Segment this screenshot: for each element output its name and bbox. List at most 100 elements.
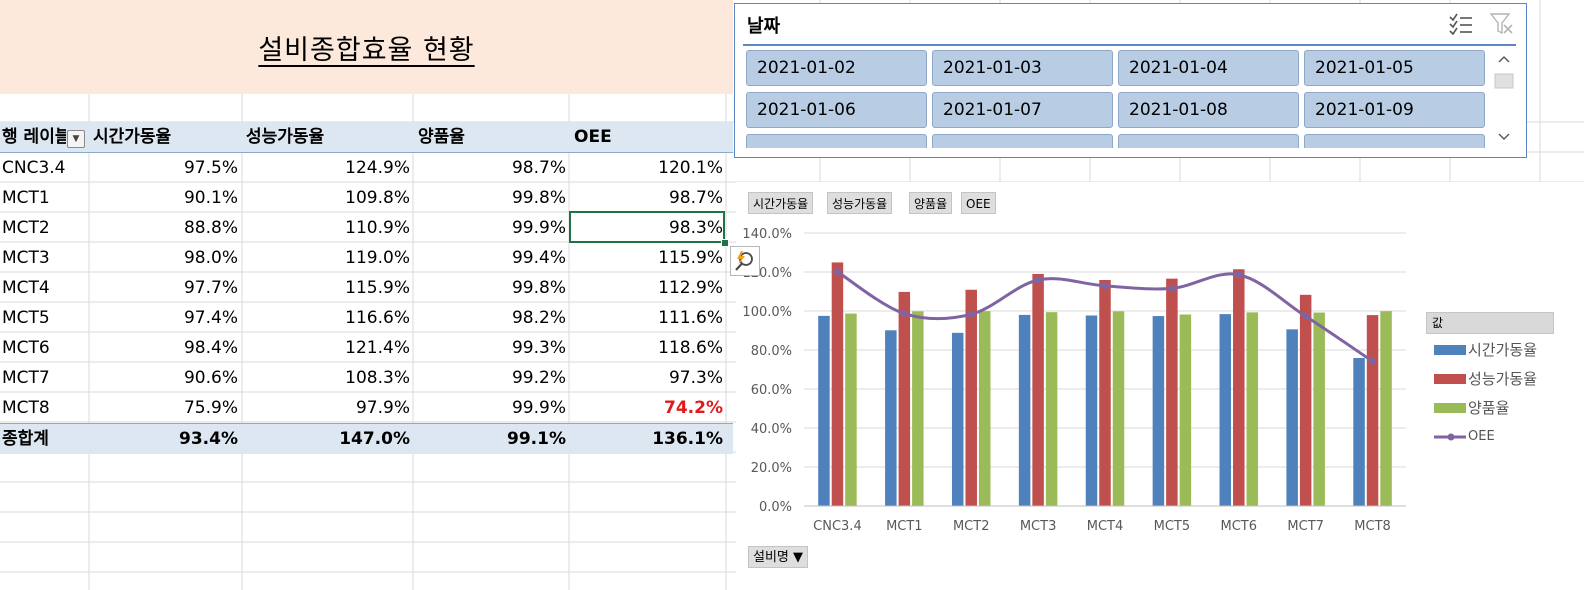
value-field-button[interactable]: 시간가동율 — [748, 192, 814, 214]
multi-select-icon[interactable] — [1449, 12, 1473, 36]
bar-1-MCT6[interactable] — [1219, 314, 1232, 506]
total-value[interactable]: 99.1% — [507, 429, 566, 449]
total-value[interactable]: 136.1% — [652, 429, 723, 449]
value-cell[interactable]: 99.9% — [511, 218, 566, 238]
pivot-header-row-labels[interactable]: 행 레이블 — [2, 127, 66, 147]
value-cell[interactable]: 109.8% — [345, 188, 410, 208]
bar-2-MCT6[interactable] — [1233, 269, 1245, 506]
fill-handle[interactable] — [721, 239, 729, 247]
slicer-item[interactable] — [1304, 134, 1485, 148]
bar-2-MCT1[interactable] — [898, 291, 911, 506]
bar-3-MCT1[interactable] — [912, 311, 924, 506]
value-cell[interactable]: 99.8% — [511, 188, 566, 208]
value-cell[interactable]: 98.4% — [183, 338, 238, 358]
legend-title[interactable]: 값 — [1426, 312, 1554, 334]
value-cell[interactable]: 118.6% — [658, 338, 723, 358]
bar-2-MCT8[interactable] — [1366, 315, 1379, 506]
value-cell[interactable]: 124.9% — [345, 158, 410, 178]
oee-point-MCT5[interactable] — [1168, 284, 1176, 292]
value-cell[interactable]: 97.5% — [183, 158, 238, 178]
row-label[interactable]: MCT7 — [2, 368, 50, 388]
slicer-item[interactable]: 2021-01-02 — [746, 50, 927, 86]
oee-point-MCT1[interactable] — [900, 310, 908, 318]
value-cell[interactable]: 110.9% — [345, 218, 410, 238]
bar-3-MCT3[interactable] — [1045, 312, 1058, 506]
row-filter-dropdown-icon[interactable]: ▼ — [67, 130, 85, 148]
pivot-header-col[interactable]: 성능가동율 — [246, 127, 325, 147]
value-cell[interactable]: 97.4% — [183, 308, 238, 328]
total-value[interactable]: 93.4% — [179, 429, 238, 449]
pivot-header-col[interactable]: OEE — [574, 127, 612, 147]
row-label[interactable]: MCT4 — [2, 278, 50, 298]
value-field-button[interactable]: 양품율 — [909, 192, 953, 214]
value-cell[interactable]: 98.7% — [668, 188, 723, 208]
value-field-button[interactable]: OEE — [961, 192, 996, 214]
bar-2-MCT3[interactable] — [1032, 273, 1044, 506]
value-cell[interactable]: 98.7% — [511, 158, 566, 178]
clear-filter-icon[interactable] — [1489, 12, 1513, 36]
bar-2-CNC3.4[interactable] — [831, 262, 844, 506]
slicer-item[interactable]: 2021-01-07 — [932, 92, 1113, 128]
value-cell[interactable]: 99.2% — [511, 368, 566, 388]
slicer-item[interactable]: 2021-01-08 — [1118, 92, 1299, 128]
bar-2-MCT7[interactable] — [1299, 294, 1312, 506]
bar-1-MCT7[interactable] — [1286, 329, 1298, 506]
bar-1-CNC3.4[interactable] — [818, 315, 830, 506]
row-label[interactable]: MCT6 — [2, 338, 50, 358]
axis-field-button[interactable]: 설비명 ▼ — [748, 546, 809, 568]
value-cell[interactable]: 99.8% — [511, 278, 566, 298]
total-value[interactable]: 147.0% — [339, 429, 410, 449]
row-label[interactable]: MCT1 — [2, 188, 50, 208]
bar-3-MCT6[interactable] — [1246, 312, 1259, 506]
bar-2-MCT5[interactable] — [1166, 278, 1178, 506]
row-label[interactable]: MCT8 — [2, 398, 50, 418]
value-field-button[interactable]: 성능가동율 — [827, 192, 893, 214]
value-cell[interactable]: 99.3% — [511, 338, 566, 358]
value-cell[interactable]: 98.0% — [183, 248, 238, 268]
bar-3-MCT4[interactable] — [1112, 311, 1125, 506]
pivot-header-col[interactable]: 시간가동율 — [93, 127, 172, 147]
oee-point-MCT4[interactable] — [1101, 282, 1109, 290]
oee-point-MCT2[interactable] — [967, 310, 975, 318]
bar-1-MCT3[interactable] — [1018, 314, 1031, 506]
bar-2-MCT4[interactable] — [1099, 279, 1111, 506]
bar-1-MCT2[interactable] — [951, 332, 964, 506]
slicer-item[interactable]: 2021-01-05 — [1304, 50, 1485, 86]
bar-3-MCT7[interactable] — [1313, 312, 1325, 506]
slicer-item[interactable] — [1118, 134, 1299, 148]
bar-2-MCT2[interactable] — [965, 289, 977, 506]
oee-point-MCT8[interactable] — [1369, 357, 1377, 365]
bar-1-MCT4[interactable] — [1085, 315, 1098, 506]
bar-1-MCT1[interactable] — [885, 330, 897, 506]
value-cell[interactable]: 99.4% — [511, 248, 566, 268]
row-label[interactable]: MCT5 — [2, 308, 50, 328]
slicer-scrollbar[interactable] — [1493, 50, 1515, 148]
value-cell[interactable]: 97.3% — [668, 368, 723, 388]
value-cell[interactable]: 108.3% — [345, 368, 410, 388]
value-cell[interactable]: 119.0% — [345, 248, 410, 268]
value-cell[interactable]: 97.9% — [355, 398, 410, 418]
bar-3-CNC3.4[interactable] — [845, 313, 857, 506]
value-cell[interactable]: 75.9% — [183, 398, 238, 418]
pivot-header-col[interactable]: 양품율 — [418, 127, 465, 147]
oee-point-MCT7[interactable] — [1302, 312, 1310, 320]
value-cell[interactable]: 88.8% — [183, 218, 238, 238]
value-cell[interactable]: 121.4% — [345, 338, 410, 358]
value-cell[interactable]: 98.2% — [511, 308, 566, 328]
row-label[interactable]: MCT2 — [2, 218, 50, 238]
quick-analysis-icon[interactable] — [730, 246, 760, 276]
bar-3-MCT8[interactable] — [1380, 311, 1392, 506]
slicer-item[interactable] — [746, 134, 927, 148]
value-cell[interactable]: 111.6% — [658, 308, 723, 328]
oee-point-CNC3.4[interactable] — [833, 268, 841, 276]
value-cell[interactable]: 120.1% — [658, 158, 723, 178]
oee-point-MCT3[interactable] — [1034, 276, 1042, 284]
value-cell[interactable]: 97.7% — [183, 278, 238, 298]
value-cell[interactable]: 112.9% — [658, 278, 723, 298]
slicer-item[interactable] — [932, 134, 1113, 148]
slicer-item[interactable]: 2021-01-06 — [746, 92, 927, 128]
slicer-item[interactable]: 2021-01-09 — [1304, 92, 1485, 128]
value-cell[interactable]: 90.1% — [183, 188, 238, 208]
bar-3-MCT5[interactable] — [1179, 314, 1192, 506]
pivot-chart[interactable]: 시간가동율 성능가동율 양품율 OEE 설비명 ▼ 0.0% 20.0% 40.0%… — [736, 182, 1584, 590]
